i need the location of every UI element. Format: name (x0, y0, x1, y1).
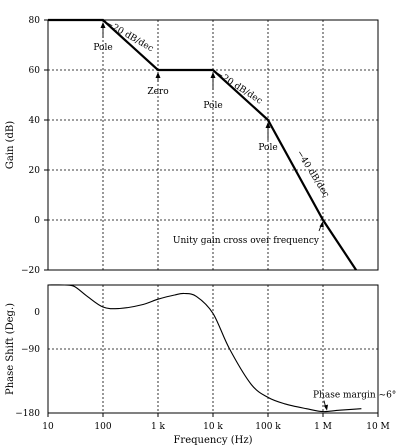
annotation-label: Pole (203, 101, 222, 111)
phase-line (47, 284, 362, 413)
gain-y-tick-label: −20 (21, 266, 40, 276)
gain-y-tick-label: 80 (29, 16, 41, 26)
gain-grid (44, 19, 378, 271)
annotation-arrowhead (323, 404, 328, 411)
annotation-arrowhead (100, 22, 106, 28)
phase-x-tick-label: 100 k (255, 422, 281, 432)
phase-x-tick-label: 100 (94, 422, 111, 432)
phase-x-tick-labels: 10 100 1 k 10 k 100 k 1 M 10 M (42, 422, 389, 432)
phase-x-axis-title: Frequency (Hz) (173, 435, 252, 446)
phase-grid (47, 285, 379, 417)
phase-y-tick-label: −180 (15, 409, 40, 419)
phase-y-axis-title: Phase Shift (Deg.) (5, 303, 16, 395)
phase-x-tick-label: 10 (42, 422, 54, 432)
gain-y-tick-label: 20 (29, 166, 41, 176)
gain-plot-frame (47, 19, 379, 271)
gain-series (48, 18, 358, 271)
phase-x-tick-label: 10 M (366, 422, 390, 432)
phase-x-tick-label: 10 k (203, 422, 223, 432)
gain-y-axis-title: Gain (dB) (5, 121, 16, 169)
annotation-label: Pole (258, 143, 277, 153)
gain-y-tick-label: 60 (29, 66, 41, 76)
phase-y-tick-label: −90 (21, 345, 40, 355)
phase-annotations: Phase margin ~6° (313, 391, 396, 411)
annotation-label: Unity gain cross over frequency (173, 236, 320, 246)
annotation-label: Pole (93, 43, 112, 53)
annotation-arrowhead (319, 221, 324, 228)
gain-line (48, 18, 358, 271)
phase-chart: 0−90−180 Phase margin ~6° 10 100 1 k 10 k 10… (5, 284, 396, 446)
annotation-arrowhead (210, 72, 216, 78)
phase-y-tick-labels: 0 −90 −180 (15, 308, 40, 419)
gain-y-tick-label: 40 (29, 116, 41, 126)
annotation-label: Zero (147, 87, 168, 97)
gain-y-tick-label: 0 (34, 216, 40, 226)
gain-y-tick-labels: 80 60 40 20 0 −20 (21, 16, 40, 276)
phase-x-tick-label: 1 k (151, 422, 166, 432)
annotation-arrowhead (265, 122, 271, 128)
annotation-label: −40 dB/dec (294, 149, 331, 200)
phase-plot-frame (47, 284, 379, 414)
annotation-label: Phase margin ~6° (313, 391, 396, 401)
phase-series (47, 284, 362, 413)
annotation-arrowhead (155, 72, 161, 78)
phase-y-tick-label: 0 (34, 308, 40, 318)
phase-x-tick-label: 1 M (314, 422, 332, 432)
